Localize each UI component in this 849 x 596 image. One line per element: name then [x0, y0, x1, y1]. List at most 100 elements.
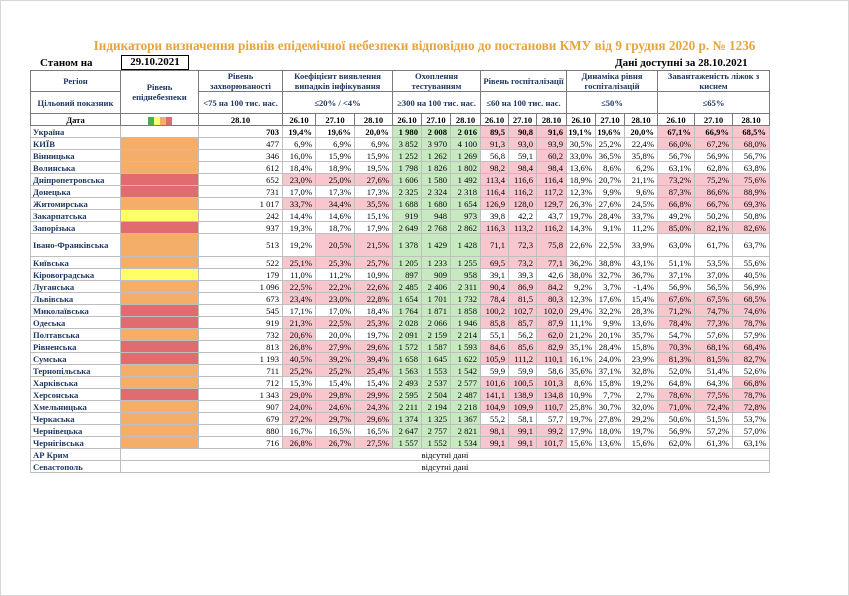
testing-value: 2 016 — [450, 125, 481, 138]
detection-value: 22,5% — [315, 316, 355, 329]
detection-value: 25,7% — [354, 256, 393, 269]
hosp-value: 77,1 — [536, 256, 567, 269]
hosp-value: 89,5 — [480, 125, 509, 138]
testing-value: 2 214 — [450, 328, 481, 341]
testing-date: 28.10 — [450, 113, 481, 126]
page-title: Індикатори визначення рівнів епідемічної… — [93, 38, 756, 53]
oxygen-beds-value: 72,8% — [732, 400, 770, 413]
hosp-value: 116,4 — [536, 173, 567, 186]
hosp-dynamic-value: 36,2% — [566, 256, 596, 269]
oxygen-beds-value: 61,7% — [694, 233, 733, 257]
detection-value: 15,9% — [354, 149, 393, 162]
hosp-value: 99,2 — [536, 424, 567, 437]
detection-value: 35,5% — [354, 197, 393, 210]
dyn-target: ≤50% — [566, 91, 658, 114]
detection-value: 29,8% — [315, 388, 355, 401]
hosp-value: 129,7 — [536, 197, 567, 210]
detection-value: 24,0% — [282, 400, 316, 413]
hosp-dynamic-value: 9,1% — [595, 221, 625, 234]
hosp-value: 113,4 — [480, 173, 509, 186]
detection-value: 17,3% — [315, 185, 355, 198]
detection-value: 27,5% — [354, 436, 393, 449]
hosp-dynamic-value: 32,0% — [624, 400, 658, 413]
table-row: Житомирська 1 017 33,7% 34,4% 35,5% 1 688 1 68… — [30, 197, 770, 210]
legend-yellow-swatch — [153, 116, 160, 125]
header-dyn: Динаміка рівня госпіталізацій — [566, 70, 658, 92]
hosp-value: 56,2 — [508, 328, 537, 341]
testing-value: 2 406 — [421, 280, 451, 293]
testing-value: 2 862 — [450, 221, 481, 234]
header-date: Дата — [30, 113, 121, 126]
hosp-value: 85,6 — [508, 340, 537, 353]
testing-value: 1 563 — [392, 364, 422, 377]
detection-value: 19,2% — [282, 233, 316, 257]
detection-value: 17,9% — [354, 221, 393, 234]
oxygen-beds-value: 53,7% — [732, 412, 770, 425]
testing-value: 1 428 — [450, 233, 481, 257]
oxygen-beds-value: 68,0% — [732, 137, 770, 150]
hosp-value: 99,1 — [480, 436, 509, 449]
hosp-dynamic-value: 20,0% — [624, 125, 658, 138]
oxygen-beds-value: 49,2% — [657, 209, 695, 222]
oxygen-beds-value: 74,6% — [732, 304, 770, 317]
header-incidence: Рівень захворюваності — [198, 70, 283, 92]
hosp-dynamic-value: 6,2% — [624, 161, 658, 174]
testing-value: 1 553 — [421, 364, 451, 377]
oxygen-beds-value: 62,8% — [694, 161, 733, 174]
oxygen-beds-value: 63,7% — [732, 233, 770, 257]
oxygen-beds-value: 78,6% — [657, 388, 695, 401]
hosp-dynamic-value: 12,3% — [566, 292, 596, 305]
hosp-value: 90,8 — [508, 125, 537, 138]
testing-value: 4 100 — [450, 137, 481, 150]
region-name: Україна — [30, 125, 121, 138]
epidemic-level-cell — [120, 125, 199, 138]
hosp-dynamic-value: 3,7% — [595, 280, 625, 293]
oxy-target: ≤65% — [657, 91, 770, 114]
testing-value: 1 378 — [392, 233, 422, 257]
table-row: Харківська 712 15,3% 15,4% 15,4% 2 493 2 537 2 … — [30, 376, 770, 389]
testing-value: 2 066 — [421, 316, 451, 329]
detection-value: 20,0% — [315, 328, 355, 341]
epidemic-level-cell — [120, 280, 199, 293]
testing-value: 3 852 — [392, 137, 422, 150]
hosp-value: 55,1 — [480, 328, 509, 341]
detection-value: 16,5% — [315, 424, 355, 437]
oxygen-beds-value: 68,5% — [732, 292, 770, 305]
oxygen-beds-value: 78,7% — [732, 316, 770, 329]
incidence-value: 716 — [198, 436, 283, 449]
hosp-dynamic-value: 9,6% — [624, 185, 658, 198]
hosp-value: 78,4 — [480, 292, 509, 305]
hosp-dynamic-value: 18,9% — [566, 173, 596, 186]
hosp-value: 98,2 — [480, 161, 509, 174]
epidemic-level-cell — [120, 328, 199, 341]
hosp-value: 55,2 — [480, 412, 509, 425]
incidence-value: 242 — [198, 209, 283, 222]
legend-red-swatch — [165, 116, 172, 125]
oxygen-beds-value: 51,1% — [657, 256, 695, 269]
detection-date: 27.10 — [315, 113, 355, 126]
incidence-value: 711 — [198, 364, 283, 377]
hosp-dynamic-value: 22,4% — [624, 137, 658, 150]
oxygen-beds-value: 70,3% — [657, 340, 695, 353]
testing-value: 2 821 — [450, 424, 481, 437]
table-row: Херсонська 1 343 29,0% 29,8% 29,9% 2 595 2 504… — [30, 388, 770, 401]
status-label: Станом на — [40, 57, 93, 69]
region-name: Севастополь — [30, 460, 121, 473]
oxy-date: 28.10 — [732, 113, 770, 126]
hosp-value: 42,6 — [536, 268, 567, 281]
oxygen-beds-value: 52,6% — [732, 364, 770, 377]
detection-value: 25,0% — [315, 173, 355, 186]
header-detection: Коефіцієнт виявлення випадків інфікуванн… — [282, 70, 393, 92]
detection-value: 24,3% — [354, 400, 393, 413]
detection-value: 22,5% — [282, 280, 316, 293]
status-date: 29.10.2021 — [121, 55, 189, 70]
oxygen-beds-value: 50,2% — [694, 209, 733, 222]
dyn-date: 26.10 — [566, 113, 596, 126]
region-name: Одеська — [30, 316, 121, 329]
hosp-dynamic-value: 15,6% — [566, 436, 596, 449]
oxygen-beds-value: 57,6% — [694, 328, 733, 341]
hosp-dynamic-value: 15,8% — [595, 376, 625, 389]
oxygen-beds-value: 66,7% — [694, 197, 733, 210]
detection-value: 22,2% — [315, 280, 355, 293]
epidemic-level-cell — [120, 412, 199, 425]
